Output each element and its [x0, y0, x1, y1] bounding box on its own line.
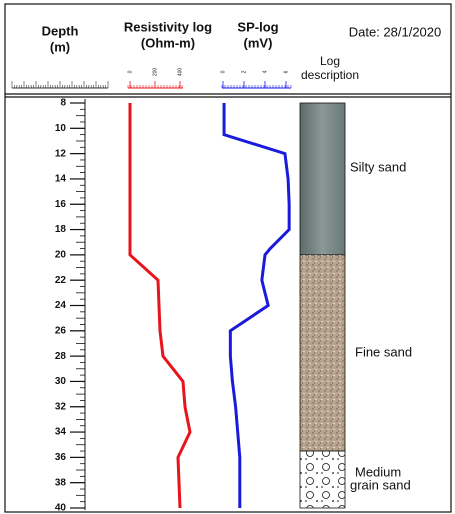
depth-title: Depth — [42, 23, 79, 38]
y-tick-label: 38 — [55, 477, 67, 488]
x-tick-label: 0 — [220, 70, 226, 73]
series-unit: (Ohm-m) — [141, 35, 195, 50]
y-tick-label: 30 — [55, 376, 67, 387]
y-tick-label: 24 — [55, 300, 67, 311]
x-tick-label: 400 — [177, 68, 183, 77]
y-tick-label: 34 — [55, 427, 67, 438]
lithology-texture — [300, 451, 345, 508]
x-tick-label: 6 — [283, 70, 289, 73]
y-tick-label: 36 — [55, 452, 67, 463]
lithology-label: Fine sand — [355, 344, 412, 359]
depth-title: (m) — [50, 39, 70, 54]
frame — [4, 3, 452, 513]
y-tick-label: 40 — [55, 503, 67, 514]
x-tick-label: 0 — [127, 70, 133, 73]
series-name: SP-log — [237, 19, 278, 34]
x-tick-label: 4 — [262, 70, 268, 73]
y-tick-label: 10 — [55, 123, 67, 134]
y-tick-label: 18 — [55, 224, 67, 235]
lithology-label: Silty sand — [350, 159, 406, 174]
y-tick-label: 8 — [60, 98, 66, 109]
y-tick-label: 28 — [55, 351, 67, 362]
series-name: Resistivity log — [124, 19, 212, 34]
lithology-unit — [299, 102, 346, 256]
y-tick-label: 26 — [55, 325, 67, 336]
lithology-title: Log — [320, 54, 340, 68]
lithology-texture — [300, 254, 345, 452]
y-tick-label: 32 — [55, 401, 67, 412]
y-tick-label: 22 — [55, 275, 67, 286]
lithology-title: description — [301, 68, 359, 82]
series-unit: (mV) — [244, 35, 273, 50]
x-tick-label: 200 — [152, 68, 158, 77]
date: Date: 28/1/2020 — [349, 24, 442, 39]
y-tick-label: 12 — [55, 148, 67, 159]
y-tick-label: 20 — [55, 250, 67, 261]
y-tick-label: 14 — [55, 174, 67, 185]
y-tick-label: 16 — [55, 199, 67, 210]
log-line — [222, 103, 291, 508]
log-line — [128, 103, 192, 509]
lithology-label: Medium grain sand — [350, 465, 411, 493]
x-tick-label: 2 — [241, 70, 247, 73]
